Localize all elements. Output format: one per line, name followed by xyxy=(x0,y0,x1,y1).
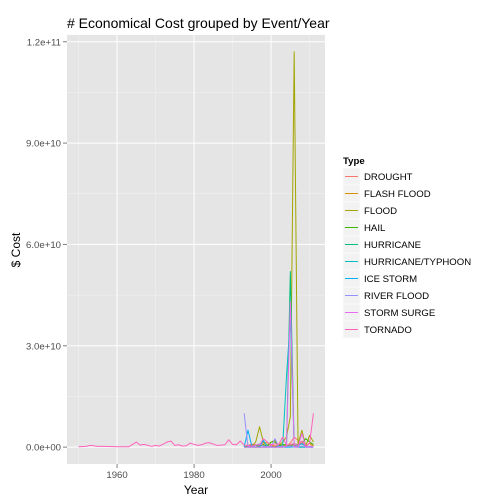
chart-title: # Economical Cost grouped by Event/Year xyxy=(67,15,330,31)
x-tick-label: 1960 xyxy=(106,470,127,481)
series-line-storm-surge xyxy=(244,301,314,448)
legend-label-ice-storm: ICE STORM xyxy=(364,274,417,285)
major-gridlines xyxy=(67,35,325,464)
legend-label-hurricane-typhoon: HURRICANE/TYPHOON xyxy=(364,257,471,268)
x-axis: 1960 1980 2000 xyxy=(106,464,282,481)
legend-label-flash-flood: FLASH FLOOD xyxy=(364,189,431,200)
legend-label-drought: DROUGHT xyxy=(364,172,413,183)
plot-panel xyxy=(67,35,325,464)
legend-label-river-flood: RIVER FLOOD xyxy=(364,291,429,302)
legend-label-flood: FLOOD xyxy=(364,206,397,217)
y-tick-label: 9.0e+10 xyxy=(26,139,61,150)
x-tick-label: 1980 xyxy=(183,470,204,481)
y-tick-label: 3.0e+10 xyxy=(26,341,61,352)
x-tick-label: 2000 xyxy=(260,470,281,481)
x-axis-title: Year xyxy=(184,483,208,497)
legend-label-storm-surge: STORM SURGE xyxy=(364,308,435,319)
y-tick-label: 6.0e+10 xyxy=(26,240,61,251)
y-tick-label: 1.2e+11 xyxy=(27,37,61,48)
y-axis: 0.0e+00 3.0e+10 6.0e+10 9.0e+10 1.2e+11 xyxy=(26,37,67,454)
legend-label-hurricane: HURRICANE xyxy=(364,240,421,251)
series-line-tornado xyxy=(78,413,314,448)
y-tick-label: 0.0e+00 xyxy=(26,443,61,454)
legend-label-tornado: TORNADO xyxy=(364,325,412,336)
series-lines xyxy=(78,51,314,448)
legend-title: Type xyxy=(343,156,365,167)
minor-gridlines xyxy=(67,35,325,464)
y-axis-title: $ Cost xyxy=(9,232,23,267)
legend-label-hail: HAIL xyxy=(364,223,386,234)
legend: Type DROUGHT FLASH FLOOD FLOOD HAIL HURRICAN… xyxy=(342,156,471,339)
